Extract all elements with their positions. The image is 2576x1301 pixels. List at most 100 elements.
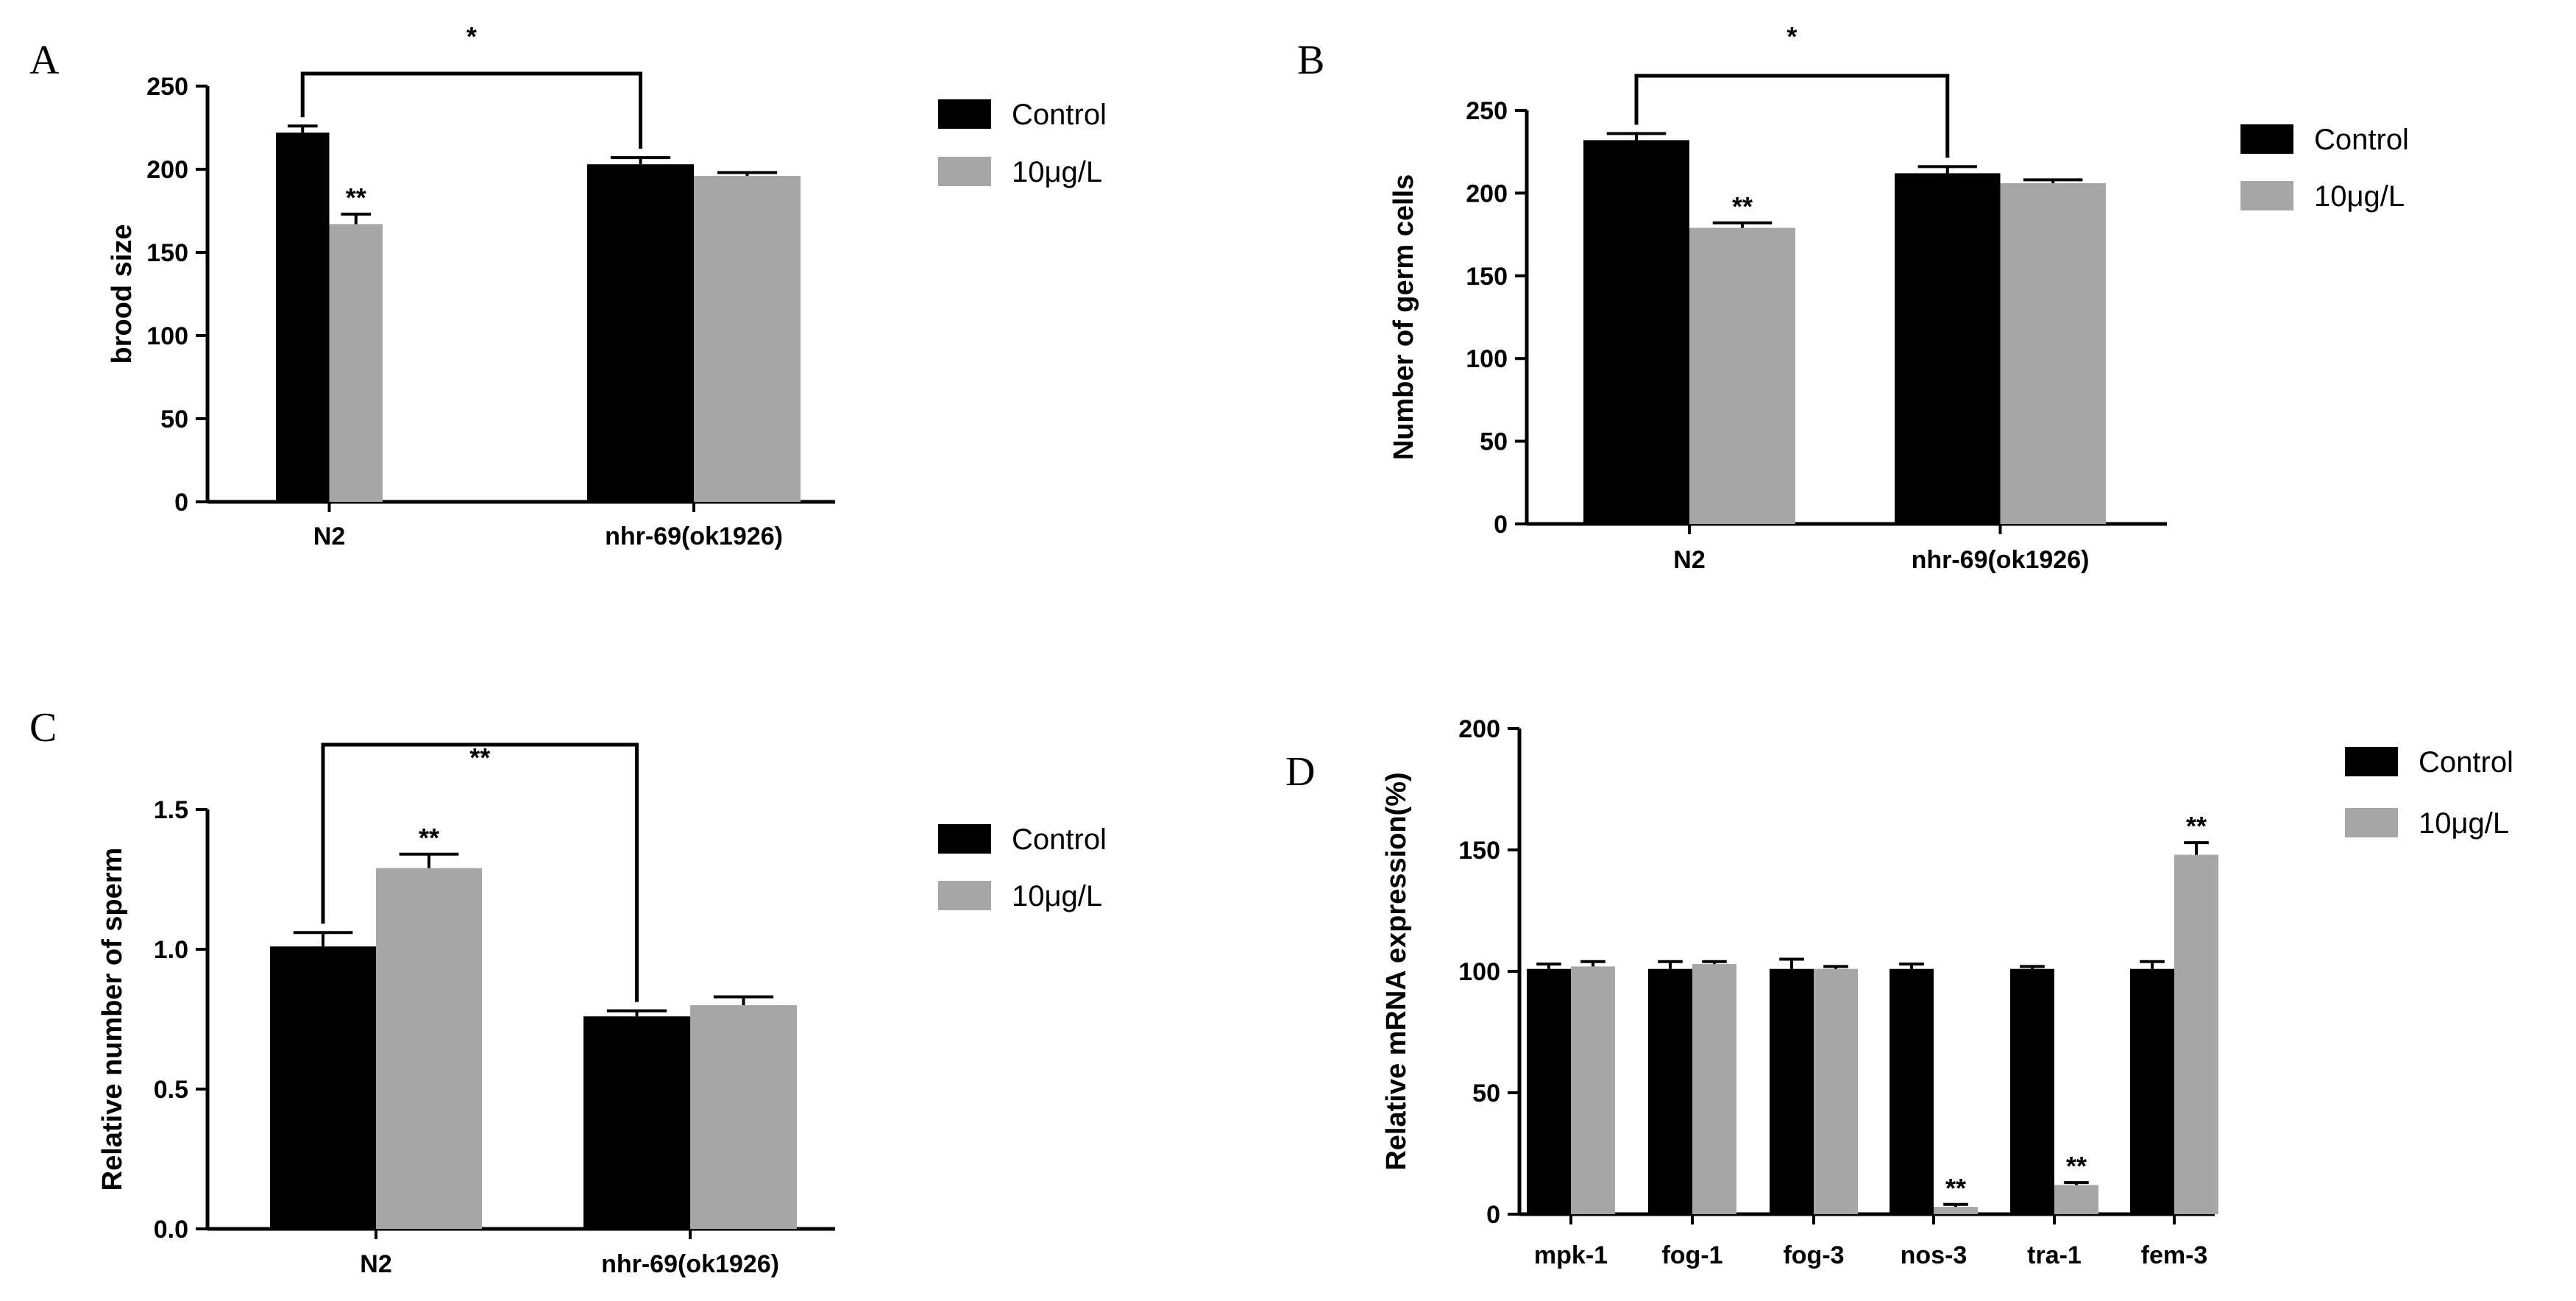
legend-swatch — [2240, 124, 2293, 154]
legend-label: Control — [1012, 99, 1107, 131]
x-tick-label: N2 — [360, 1250, 391, 1278]
y-tick-label: 250 — [146, 73, 188, 101]
legend-swatch — [938, 881, 991, 910]
legend: Control 10μg/L — [2240, 124, 2409, 213]
legend-swatch — [2345, 808, 2398, 837]
significance-label: ** — [1732, 191, 1753, 221]
x-tick-label: nhr-69(ok1926) — [601, 1250, 779, 1278]
bar — [694, 176, 801, 503]
legend-swatch — [2345, 747, 2398, 776]
x-tick-label: nos-3 — [1901, 1241, 1968, 1269]
y-tick-label: 0 — [1486, 1201, 1500, 1229]
significance-label: ** — [419, 823, 439, 853]
legend-label: Control — [1012, 823, 1107, 856]
chart-panel-b: B Number of germ cells 0 50 100 150 200 250 N2 nh… — [1297, 21, 2409, 574]
bracket-significance-label: * — [1786, 21, 1797, 52]
y-tick-label: 200 — [1466, 180, 1508, 208]
x-tick-label: N2 — [1673, 546, 1705, 574]
bracket-significance-label: * — [466, 21, 477, 52]
bracket-significance-label: ** — [469, 742, 490, 773]
x-tick-label: nhr-69(ok1926) — [1912, 546, 2090, 574]
y-tick-label: 150 — [1458, 837, 1500, 865]
bar — [2010, 968, 2054, 1214]
legend-label: 10μg/L — [1012, 156, 1102, 188]
significance-label: ** — [2066, 1151, 2087, 1181]
x-tick-label: N2 — [313, 522, 345, 550]
bar — [587, 164, 694, 502]
legend: Control 10μg/L — [938, 99, 1107, 188]
y-axis-title: Relative number of sperm — [97, 848, 128, 1191]
y-tick-label: 100 — [1458, 958, 1500, 986]
bar — [1770, 968, 1814, 1214]
x-tick-label: fog-3 — [1783, 1241, 1844, 1269]
chart-panel-d: D Relative mRNA expression(%) 0 50 100 150 200… — [1285, 715, 2513, 1269]
legend-swatch — [938, 824, 991, 854]
bar — [583, 1016, 690, 1229]
x-tick-label: fem-3 — [2141, 1241, 2208, 1269]
legend-label: 10μg/L — [2314, 180, 2405, 213]
chart-panel-c: C Relative number of sperm 0.0 0.5 1.0 1.5 N2 n… — [29, 705, 1107, 1278]
bar — [1527, 968, 1571, 1214]
legend-label: Control — [2419, 746, 2513, 779]
legend: Control 10μg/L — [2345, 746, 2513, 840]
y-tick-label: 1.0 — [154, 936, 188, 964]
x-tick-label: nhr-69(ok1926) — [605, 522, 783, 550]
y-tick-label: 150 — [1466, 263, 1508, 291]
bar — [329, 224, 383, 502]
significance-label: ** — [346, 182, 366, 213]
y-axis-title: brood size — [107, 224, 138, 364]
bar — [276, 132, 330, 502]
y-tick-label: 250 — [1466, 97, 1508, 125]
bar — [2000, 182, 2106, 525]
bar — [2054, 1185, 2098, 1214]
legend-label: 10μg/L — [1012, 880, 1102, 912]
panel-letter: D — [1285, 749, 1315, 795]
y-axis-title: Number of germ cells — [1388, 174, 1419, 461]
y-tick-label: 200 — [1458, 715, 1500, 743]
y-axis-title: Relative mRNA expression(%) — [1381, 772, 1412, 1170]
y-tick-label: 0.5 — [154, 1076, 188, 1104]
bar — [2130, 968, 2174, 1214]
bar — [690, 1005, 797, 1229]
bar — [1583, 140, 1689, 525]
panel-letter: C — [29, 705, 57, 751]
y-tick-label: 0 — [1494, 511, 1508, 539]
significance-label: ** — [1945, 1173, 1966, 1203]
bar — [1934, 1207, 1978, 1214]
legend-swatch — [938, 99, 991, 129]
panel-letter: A — [29, 38, 60, 83]
panel-letter: B — [1297, 38, 1324, 83]
comparison-bracket — [321, 742, 639, 1002]
legend: Control 10μg/L — [938, 823, 1107, 912]
bar — [1895, 173, 2001, 524]
y-tick-label: 150 — [146, 239, 188, 267]
legend-swatch — [2240, 181, 2293, 210]
legend-label: Control — [2314, 124, 2409, 156]
x-tick-label: mpk-1 — [1534, 1241, 1608, 1269]
y-tick-label: 0.0 — [154, 1216, 188, 1244]
y-tick-label: 100 — [146, 322, 188, 350]
x-tick-label: fog-1 — [1661, 1241, 1722, 1269]
significance-label: ** — [2186, 811, 2207, 841]
legend-label: 10μg/L — [2419, 807, 2509, 840]
y-tick-label: 50 — [1480, 428, 1508, 456]
comparison-bracket — [1634, 74, 1950, 158]
x-tick-label: tra-1 — [2027, 1241, 2082, 1269]
y-tick-label: 50 — [1472, 1080, 1500, 1107]
y-tick-label: 100 — [1466, 345, 1508, 373]
y-tick-label: 0 — [174, 489, 188, 517]
bar — [376, 868, 482, 1229]
bar — [1814, 968, 1858, 1214]
y-tick-label: 1.5 — [154, 796, 188, 824]
bar — [1648, 968, 1692, 1214]
bar — [1890, 968, 1934, 1214]
y-tick-label: 50 — [160, 405, 188, 433]
bar — [1571, 966, 1615, 1214]
bar — [2174, 854, 2218, 1214]
y-tick-label: 200 — [146, 156, 188, 184]
bar — [270, 946, 376, 1229]
bar — [1692, 964, 1736, 1214]
comparison-bracket — [300, 71, 642, 149]
